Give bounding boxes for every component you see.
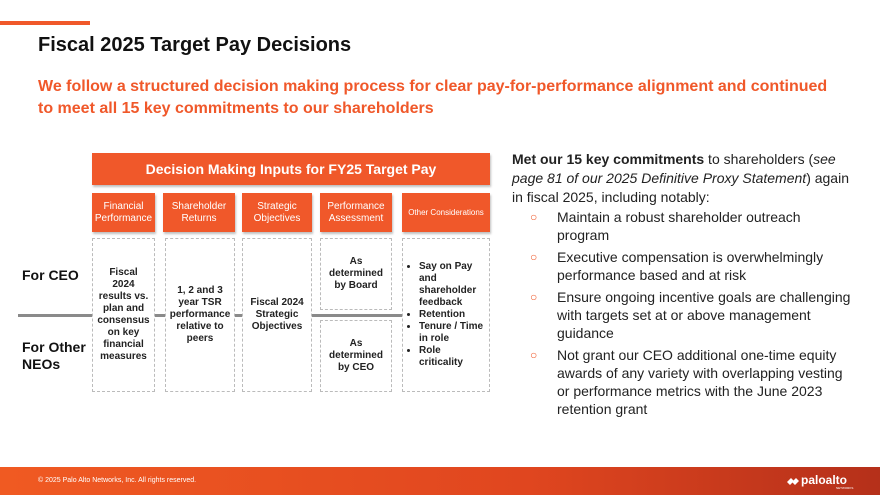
- accent-bar: [0, 21, 90, 25]
- column-header: Shareholder Returns: [163, 193, 235, 232]
- list: Say on Pay and shareholder feedback Rete…: [407, 261, 485, 369]
- row-label: For Other NEOs: [22, 339, 86, 372]
- logo: paloalto: [801, 473, 848, 487]
- list-item: Retention: [419, 309, 485, 321]
- cell: As determined by Board: [320, 238, 392, 310]
- footer: © 2025 Palo Alto Networks, Inc. All righ…: [0, 467, 880, 495]
- bullet: Ensure ongoing incentive goals are chall…: [512, 288, 852, 342]
- cell: 1, 2 and 3 year TSR performance relative…: [165, 238, 235, 392]
- bullet: Not grant our CEO additional one-time eq…: [512, 346, 852, 418]
- bullet: Maintain a robust shareholder outreach p…: [512, 208, 852, 244]
- column-header: Other Considerations: [402, 193, 490, 232]
- text: see page 81 of our 2025 Definitive Proxy…: [512, 151, 836, 186]
- column-header: Financial Performance: [92, 193, 155, 232]
- logo-icon: [787, 478, 799, 485]
- cell: Say on Pay and shareholder feedback Rete…: [402, 238, 490, 392]
- commitments-list: Maintain a robust shareholder outreach p…: [512, 208, 852, 422]
- column-header: Performance Assessment: [320, 193, 392, 232]
- list-item: Say on Pay and shareholder feedback: [419, 261, 485, 309]
- logo-sub: NETWORKS: [836, 486, 854, 490]
- copyright: © 2025 Palo Alto Networks, Inc. All righ…: [38, 477, 197, 484]
- column-header: Strategic Objectives: [242, 193, 312, 232]
- text: Met our 15 key commitments: [512, 151, 705, 167]
- list-item: Role criticality: [419, 345, 485, 369]
- cell: As determined by CEO: [320, 320, 392, 392]
- subtitle: We follow a structured decision making p…: [38, 78, 828, 117]
- cell: Fiscal 2024 Strategic Objectives: [242, 238, 312, 392]
- title: Fiscal 2025 Target Pay Decisions: [38, 34, 352, 56]
- diagram-title: Decision Making Inputs for FY25 Target P…: [92, 153, 490, 185]
- text: to shareholders (: [704, 151, 814, 167]
- bullet: Executive compensation is overwhelmingly…: [512, 248, 852, 284]
- cell: Fiscal 2024 results vs. plan and consens…: [92, 238, 155, 392]
- text: ) again in fiscal 2025, including notabl…: [512, 170, 849, 205]
- commitments-intro: Met our 15 key commitments to shareholde…: [512, 150, 852, 207]
- row-label: For CEO: [22, 267, 79, 283]
- list-item: Tenure / Time in role: [419, 321, 485, 345]
